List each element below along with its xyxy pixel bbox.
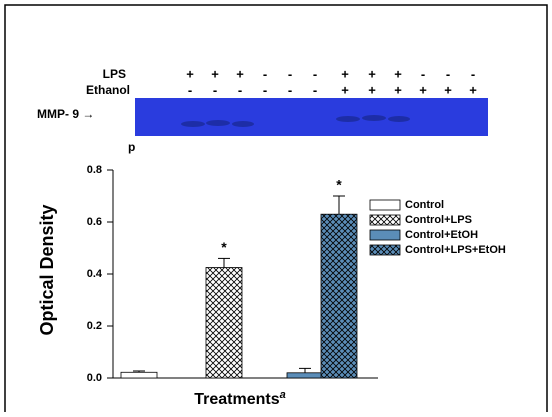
gel-sign: - bbox=[313, 66, 317, 81]
gel-sign: - bbox=[313, 82, 317, 97]
gel-sign: + bbox=[469, 82, 477, 97]
legend-swatch bbox=[370, 215, 400, 225]
legend-label: Control+EtOH bbox=[405, 229, 478, 241]
x-axis-label-superscript: a bbox=[280, 389, 286, 401]
significance-mark: * bbox=[336, 177, 342, 193]
gel-sign: - bbox=[263, 66, 267, 81]
bar bbox=[287, 373, 323, 378]
gel-sign: - bbox=[471, 66, 475, 81]
x-axis-label: Treatmentsa bbox=[194, 389, 286, 408]
y-tick-label: 0.2 bbox=[87, 320, 102, 332]
band-label: MMP- 9 → bbox=[37, 107, 94, 121]
gel-sign: + bbox=[368, 66, 376, 81]
gel-sign: + bbox=[236, 66, 244, 81]
panel-label: p bbox=[128, 140, 135, 154]
figure: LPS Ethanol MMP- 9 → p Optical Density T… bbox=[0, 0, 552, 412]
gel-sign: - bbox=[188, 82, 192, 97]
gel-row-label: Ethanol bbox=[86, 83, 130, 97]
gel-sign: - bbox=[213, 82, 217, 97]
gel-sign: - bbox=[288, 82, 292, 97]
significance-mark: * bbox=[221, 239, 227, 255]
bar bbox=[321, 214, 357, 378]
gel-sign: - bbox=[421, 66, 425, 81]
y-tick-label: 0.4 bbox=[87, 268, 103, 280]
gel-sign: + bbox=[368, 82, 376, 97]
y-axis-label: Optical Density bbox=[37, 204, 57, 335]
gel-sign: + bbox=[394, 66, 402, 81]
gel-sign: - bbox=[238, 82, 242, 97]
y-tick-label: 0.0 bbox=[87, 372, 102, 384]
gel-sign: + bbox=[394, 82, 402, 97]
gel-sign: + bbox=[419, 82, 427, 97]
gel-sign: + bbox=[341, 66, 349, 81]
legend-swatch bbox=[370, 245, 400, 255]
y-tick-label: 0.6 bbox=[87, 216, 102, 228]
gel-sign: + bbox=[186, 66, 194, 81]
legend-label: Control bbox=[405, 199, 444, 211]
bar bbox=[206, 268, 242, 379]
legend-swatch bbox=[370, 200, 400, 210]
x-axis-label-text: Treatments bbox=[194, 391, 279, 408]
legend-label: Control+LPS+EtOH bbox=[405, 244, 506, 256]
gel-sign: - bbox=[263, 82, 267, 97]
gel-sign: + bbox=[211, 66, 219, 81]
bar bbox=[121, 372, 157, 378]
gel-sign: + bbox=[341, 82, 349, 97]
gel-image bbox=[135, 98, 488, 136]
gel-sign: + bbox=[444, 82, 452, 97]
legend-swatch bbox=[370, 230, 400, 240]
frame bbox=[5, 5, 547, 412]
y-tick-label: 0.8 bbox=[87, 164, 102, 176]
gel-sign: - bbox=[288, 66, 292, 81]
legend-label: Control+LPS bbox=[405, 214, 472, 226]
gel-sign: - bbox=[446, 66, 450, 81]
gel-row-label: LPS bbox=[103, 67, 126, 81]
